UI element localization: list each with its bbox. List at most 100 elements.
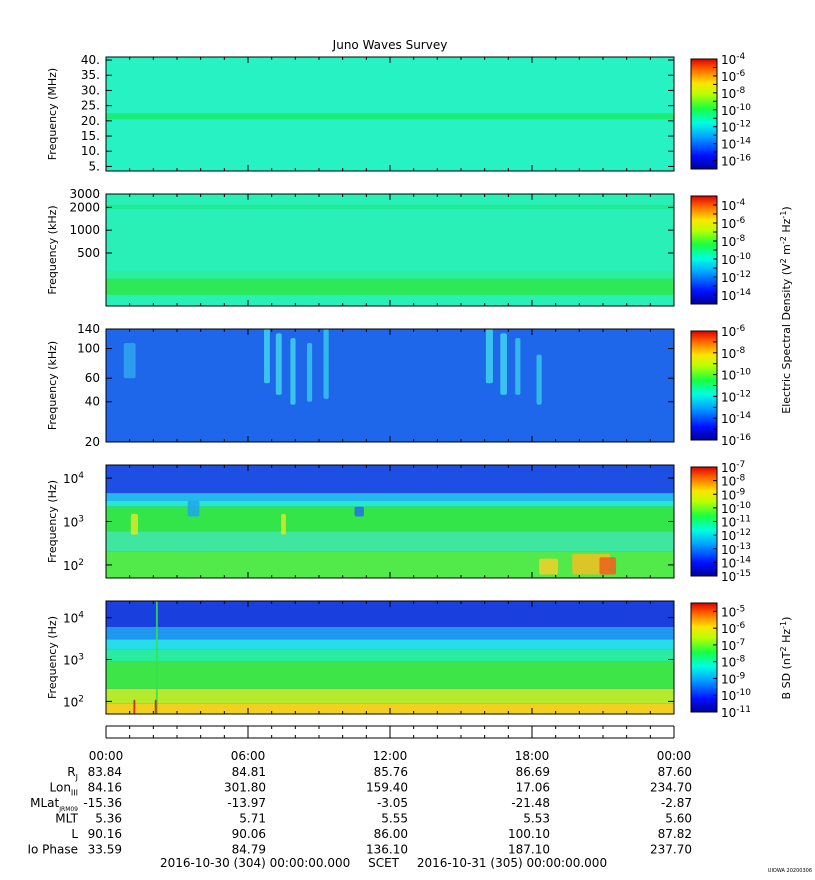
colorbar-tick-label: 10-8 bbox=[721, 86, 746, 101]
y-tick-label: 103 bbox=[63, 653, 84, 668]
emission-feature bbox=[133, 699, 136, 714]
colorbar-tick-label: 10-8 bbox=[721, 234, 746, 249]
ephemeris-row-label: L bbox=[71, 827, 78, 841]
ephemeris-value: 136.10 bbox=[366, 843, 408, 857]
ephemeris-value: -3.05 bbox=[377, 796, 408, 810]
spectral-band bbox=[106, 278, 674, 295]
y-tick-label: 140 bbox=[77, 322, 100, 336]
colorbar-tick-label: 10-10 bbox=[721, 368, 751, 383]
y-axis-label: Frequency (kHz) bbox=[46, 205, 59, 294]
ephemeris-value: 90.16 bbox=[88, 827, 122, 841]
spectrogram-panel-4: 102 103 104 Frequency (Hz) 10-710-810-910-10… bbox=[46, 460, 751, 584]
colorbar-tick-label: 10-7 bbox=[721, 638, 745, 653]
y-tick-label: 104 bbox=[63, 611, 84, 626]
colorbar-tick-label: 10-10 bbox=[721, 501, 751, 516]
colorbar-tick-label: 10-5 bbox=[721, 604, 745, 619]
ephemeris-row-label: Io Phase bbox=[27, 843, 78, 857]
colorbar-tick-label: 10-15 bbox=[721, 569, 751, 584]
y-tick-label: 102 bbox=[63, 694, 84, 709]
colorbar-tick-label: 10-10 bbox=[721, 688, 751, 703]
spectral-band bbox=[106, 531, 674, 552]
y-tick-label: 40 bbox=[85, 395, 100, 409]
colorbar bbox=[690, 58, 718, 170]
emission-feature bbox=[306, 343, 313, 402]
emission-feature bbox=[187, 500, 200, 517]
ephemeris-row-label: MLT bbox=[55, 812, 78, 826]
y-tick-label: 60 bbox=[85, 371, 100, 385]
colorbar-tick-label: 10-12 bbox=[721, 270, 751, 285]
ephemeris-value: 5.60 bbox=[665, 812, 692, 826]
ephemeris-value: 86.69 bbox=[516, 765, 550, 779]
time-tick-label: 06:00 bbox=[231, 749, 266, 763]
ephemeris-value: 187.10 bbox=[508, 843, 550, 857]
spectral-band bbox=[106, 649, 674, 662]
spectral-band bbox=[106, 661, 674, 689]
colorbar-tick-label: 10-14 bbox=[721, 411, 751, 426]
emission-feature bbox=[323, 329, 329, 399]
spectral-band bbox=[106, 113, 674, 120]
ephemeris-value: 159.40 bbox=[366, 781, 408, 795]
ephemeris-value: 5.53 bbox=[523, 812, 550, 826]
y-tick-label: 102 bbox=[63, 558, 84, 573]
emission-feature bbox=[154, 699, 157, 714]
ephemeris-value: 87.60 bbox=[658, 765, 692, 779]
colorbar-tick-label: 10-9 bbox=[721, 487, 746, 502]
colorbar-tick-label: 10-8 bbox=[721, 655, 746, 670]
colorbar-tick-label: 10-6 bbox=[721, 621, 746, 636]
ephemeris-value: -21.48 bbox=[511, 796, 550, 810]
emission-feature bbox=[130, 513, 138, 535]
colorbar-tick-label: 10-12 bbox=[721, 120, 751, 135]
ephemeris-value: 237.70 bbox=[650, 843, 692, 857]
y-tick-label: 103 bbox=[63, 515, 84, 530]
ephemeris-value: 301.80 bbox=[224, 781, 266, 795]
emission-feature bbox=[536, 354, 542, 405]
ephemeris-value: 5.55 bbox=[381, 812, 408, 826]
emission-feature bbox=[290, 337, 296, 405]
ephemeris-value: -2.87 bbox=[661, 796, 692, 810]
emission-feature bbox=[275, 333, 282, 395]
colorbar-tick-label: 10-8 bbox=[721, 474, 746, 489]
spectral-band bbox=[106, 506, 674, 532]
colorbar bbox=[690, 602, 718, 713]
colorbar-tick-label: 10-7 bbox=[721, 460, 745, 475]
ephemeris-value: -15.36 bbox=[83, 796, 122, 810]
colorbar-tick-label: 10-6 bbox=[721, 216, 746, 231]
colorbar-tick-label: 10-12 bbox=[721, 389, 751, 404]
time-tick-label: 12:00 bbox=[373, 749, 408, 763]
ephemeris-value: 5.36 bbox=[95, 812, 122, 826]
y-tick-label: 20 bbox=[85, 435, 100, 449]
y-tick-label: 2000 bbox=[69, 200, 100, 214]
colorbar-tick-label: 10-12 bbox=[721, 528, 751, 543]
colorbar-tick-label: 10-10 bbox=[721, 252, 751, 267]
emission-feature bbox=[123, 343, 136, 379]
ephemeris-row-label: RJ bbox=[67, 765, 78, 782]
time-tick-label: 00:00 bbox=[657, 749, 692, 763]
ephemeris-value: 86.00 bbox=[374, 827, 408, 841]
y-tick-label: 10. bbox=[81, 144, 100, 158]
colorbar-tick-label: 10-14 bbox=[721, 288, 751, 303]
time-tick-label: 18:00 bbox=[515, 749, 550, 763]
ephemeris-value: 84.79 bbox=[232, 843, 266, 857]
colorbar bbox=[690, 466, 718, 577]
ephemeris-value: 85.76 bbox=[374, 765, 408, 779]
emission-feature bbox=[354, 506, 364, 517]
spectrogram-panel-5: 102 103 104 Frequency (Hz) 10-5 10-6 10-7 10-8 1… bbox=[46, 600, 751, 720]
spectrogram-panel-1: 5.10.15.20.25. 30.35.40. Frequency (MHz) 10… bbox=[46, 52, 751, 173]
colorbar-tick-label: 10-11 bbox=[721, 515, 751, 530]
y-axis-label: Frequency (Hz) bbox=[46, 616, 59, 699]
y-axis-label: Frequency (kHz) bbox=[46, 341, 59, 430]
colorbar-tick-label: 10-13 bbox=[721, 542, 751, 557]
ephemeris-value: 87.82 bbox=[658, 827, 692, 841]
ephemeris-value: 83.84 bbox=[88, 765, 122, 779]
colorbar-tick-label: 10-4 bbox=[721, 52, 746, 67]
emission-feature bbox=[500, 333, 507, 395]
spectrogram-panel-3: 20 40 60 100 140 Frequency (kHz) 10-6 10-8 10-10… bbox=[46, 322, 751, 449]
emission-feature bbox=[539, 558, 559, 575]
ephemeris-value: 5.71 bbox=[239, 812, 266, 826]
electric-colorbar-label: Electric Spectral Density (V2 m-2 Hz-1) bbox=[779, 206, 793, 413]
emission-feature bbox=[281, 513, 286, 535]
y-tick-label: 35. bbox=[81, 68, 100, 82]
colorbar-tick-label: 10-11 bbox=[721, 705, 751, 720]
emission-feature bbox=[599, 557, 617, 575]
